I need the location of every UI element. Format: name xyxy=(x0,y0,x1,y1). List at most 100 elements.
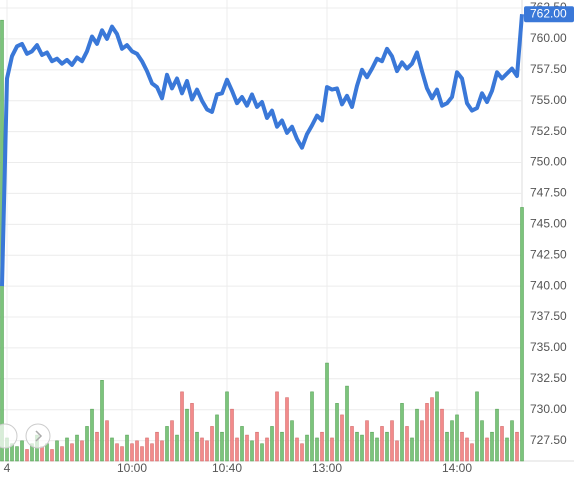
volume-bar xyxy=(405,426,409,462)
volume-bar xyxy=(135,440,139,462)
volume-bar xyxy=(335,403,339,462)
volume-bar xyxy=(75,434,79,462)
volume-bar xyxy=(100,380,104,462)
x-tick-label: 10:00 xyxy=(117,461,147,475)
volume-bar xyxy=(220,431,224,462)
volume-bar xyxy=(260,443,264,462)
volume-bar xyxy=(55,440,59,462)
volume-bar xyxy=(430,397,434,462)
volume-bar xyxy=(315,437,319,462)
volume-bar xyxy=(80,440,84,462)
volume-bar xyxy=(125,434,129,462)
volume-bar xyxy=(485,437,489,462)
volume-bar xyxy=(120,446,124,462)
volume-bar xyxy=(160,440,164,462)
volume-bar xyxy=(245,434,249,462)
volume-bar xyxy=(420,420,424,462)
volume-bar xyxy=(105,420,109,462)
volume-bar xyxy=(185,408,189,462)
volume-bar xyxy=(210,426,214,462)
volume-bar xyxy=(490,431,494,462)
volume-bar xyxy=(510,420,514,462)
volume-bar xyxy=(435,391,439,462)
volume-bar xyxy=(140,446,144,462)
volume-bar xyxy=(400,403,404,462)
volume-bar xyxy=(155,431,159,462)
y-tick-label: 737.50 xyxy=(530,309,567,323)
price-line xyxy=(0,14,524,287)
volume-bar xyxy=(270,426,274,462)
volume-bar xyxy=(150,443,154,462)
volume-bar xyxy=(20,440,24,462)
volume-bar xyxy=(465,437,469,462)
volume-bar xyxy=(455,414,459,462)
y-tick-label: 740.00 xyxy=(530,278,567,292)
volume-bar xyxy=(25,449,29,462)
volume-bar xyxy=(85,426,89,462)
volume-bar xyxy=(130,443,134,462)
current-price-box xyxy=(524,6,574,23)
volume-bar xyxy=(310,391,314,462)
volume-bar xyxy=(350,426,354,462)
volume-bar xyxy=(325,362,329,462)
volume-bar xyxy=(395,440,399,462)
volume-bar xyxy=(45,443,49,462)
current-price-label: 762.00 xyxy=(530,6,567,20)
volume-bar xyxy=(230,408,234,462)
volume-bar xyxy=(480,420,484,462)
volume-bar xyxy=(115,443,119,462)
volume-bar xyxy=(515,431,519,462)
y-tick-label: 752.50 xyxy=(530,124,567,138)
volume-bar xyxy=(495,408,499,462)
volume-bar xyxy=(345,385,349,462)
volume-bar xyxy=(190,403,194,462)
volume-bar xyxy=(450,420,454,462)
volume-bar xyxy=(265,437,269,462)
volume-bar xyxy=(215,414,219,462)
y-tick-label: 757.50 xyxy=(530,62,567,76)
volume-bar xyxy=(320,431,324,462)
volume-bar xyxy=(225,391,229,462)
nav-button[interactable] xyxy=(0,423,18,449)
volume-bar xyxy=(240,426,244,462)
volume-bar xyxy=(415,408,419,462)
volume-bar xyxy=(200,437,204,462)
volume-bar xyxy=(70,443,74,462)
volume-bar xyxy=(275,391,279,462)
volume-bar xyxy=(470,443,474,462)
y-tick-label: 732.50 xyxy=(530,371,567,385)
volume-bar xyxy=(475,391,479,462)
volume-bar xyxy=(440,408,444,462)
y-tick-label: 727.50 xyxy=(530,433,567,447)
y-tick-label: 755.00 xyxy=(530,93,567,107)
volume-bar xyxy=(50,449,54,462)
volume-bar xyxy=(195,431,199,462)
volume-bar xyxy=(520,207,524,462)
y-tick-label: 730.00 xyxy=(530,402,567,416)
volume-bar xyxy=(170,420,174,462)
volume-bar xyxy=(410,437,414,462)
volume-bar xyxy=(255,431,259,462)
volume-bar xyxy=(290,420,294,462)
nav-button[interactable] xyxy=(25,423,51,449)
volume-bar xyxy=(205,440,209,462)
volume-bar xyxy=(355,431,359,462)
volume-bar xyxy=(385,431,389,462)
volume-bar xyxy=(145,437,149,462)
volume-bar xyxy=(300,443,304,462)
x-tick-label: 14:00 xyxy=(442,461,472,475)
x-tick-label: 13:00 xyxy=(312,461,342,475)
volume-bar xyxy=(250,440,254,462)
volume-bar xyxy=(295,437,299,462)
volume-bar xyxy=(15,446,19,462)
x-tick-label: 4 xyxy=(4,461,11,475)
x-tick-label: 10:40 xyxy=(212,461,242,475)
volume-bar xyxy=(330,437,334,462)
volume-bar xyxy=(285,397,289,462)
volume-bar xyxy=(175,434,179,462)
volume-bar xyxy=(380,426,384,462)
y-tick-label: 747.50 xyxy=(530,186,567,200)
y-tick-label: 735.00 xyxy=(530,340,567,354)
volume-bar xyxy=(505,437,509,462)
